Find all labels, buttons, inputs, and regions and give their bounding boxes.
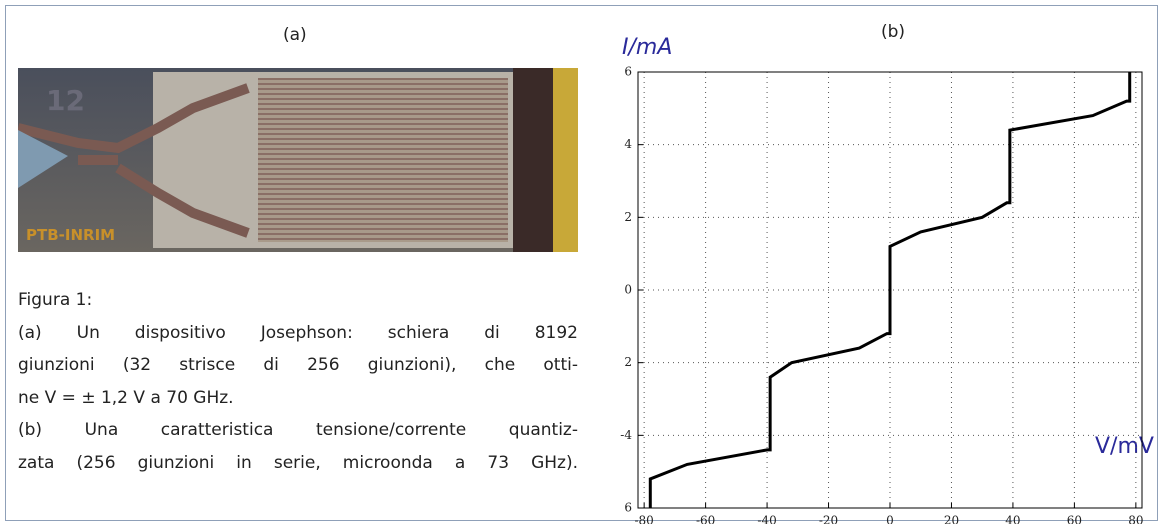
caption-line: zata (256 giunzioni in serie, microonda … [18,452,578,473]
caption-line: (b) Una caratteristica tensione/corrente… [18,420,578,440]
device-photo: 12 PTB-INRIM [18,68,578,252]
frame [5,5,1158,521]
caption: Figura 1: (a) Un dispositivo Josephson: … [18,284,578,479]
panel-label: (a) [283,25,307,45]
caption-line: ne V = ± 1,2 V a 70 GHz. [18,387,234,408]
photo-text: PTB-INRIM [26,226,115,244]
caption-line: Figura 1: [18,290,93,310]
caption-line: (a) Un dispositivo Josephson: schiera di… [18,322,578,343]
photo-text: 12 [46,84,85,117]
caption-line: giunzioni (32 strisce di 256 giunzioni),… [18,355,578,375]
